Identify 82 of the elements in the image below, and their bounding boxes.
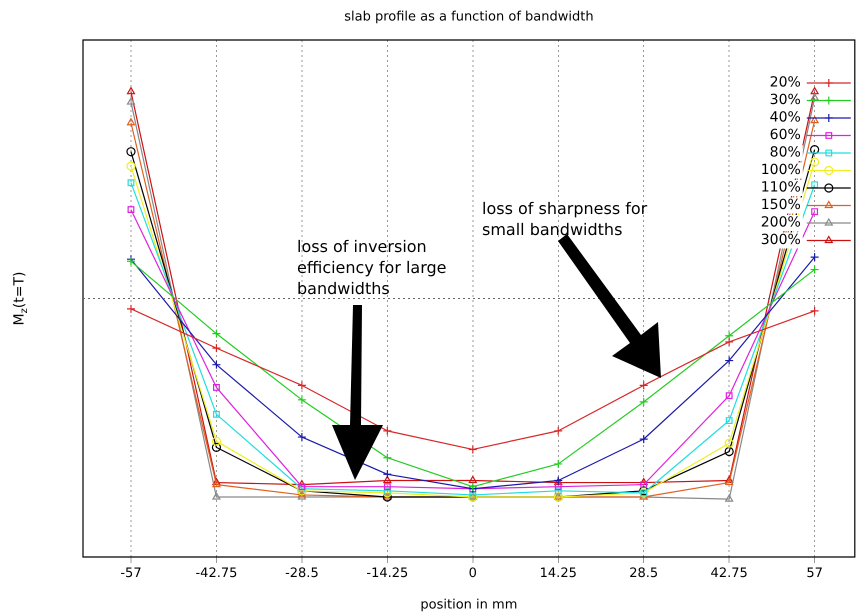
point	[212, 442, 222, 452]
point	[639, 397, 648, 406]
point	[726, 392, 733, 400]
point	[554, 459, 563, 469]
point	[384, 487, 391, 494]
point	[554, 487, 562, 494]
x-tick-label: -42.75	[195, 566, 238, 582]
legend-label: 100%	[760, 162, 801, 178]
annotation: loss of inversion efficiency for large bandwidths	[297, 237, 447, 298]
x-tick-label: 14.25	[540, 566, 577, 582]
point	[810, 157, 820, 167]
x-tick-label: 57	[806, 566, 823, 582]
point	[811, 181, 818, 188]
point	[724, 438, 734, 448]
point	[724, 331, 734, 340]
point	[212, 329, 222, 338]
point	[212, 344, 222, 353]
legend-label: 300%	[760, 232, 801, 248]
point	[128, 206, 134, 214]
x-tick-label: 42.75	[710, 566, 748, 582]
point	[212, 492, 220, 500]
point	[126, 304, 136, 314]
point	[554, 483, 562, 490]
legend-label: 80%	[770, 144, 801, 161]
point	[810, 93, 819, 101]
point	[297, 432, 306, 442]
point	[212, 480, 220, 488]
annotation: loss of sharpness for small bandwidths	[482, 199, 648, 239]
x-tick-label: -57	[120, 566, 142, 582]
point	[126, 162, 136, 171]
point	[640, 481, 648, 488]
point	[468, 444, 478, 454]
legend-label: 30%	[770, 92, 801, 108]
point	[298, 492, 306, 500]
point	[126, 147, 136, 156]
point	[640, 478, 648, 486]
point	[639, 434, 648, 444]
point	[810, 145, 820, 154]
point	[297, 380, 306, 390]
point	[639, 380, 648, 390]
point	[213, 384, 220, 391]
point	[726, 417, 733, 424]
point	[725, 494, 734, 502]
point	[126, 118, 136, 126]
chart-title: slab profile as a function of bandwidth	[344, 9, 594, 24]
point	[212, 436, 222, 446]
point	[725, 478, 734, 486]
point	[811, 208, 818, 216]
x-tick-label: -14.25	[366, 566, 408, 582]
point	[724, 446, 734, 456]
point	[810, 87, 819, 94]
point	[382, 470, 392, 479]
point	[382, 453, 392, 462]
point	[297, 395, 306, 404]
point	[724, 337, 734, 347]
point	[810, 116, 819, 124]
x-tick-label: 28.5	[629, 566, 658, 582]
x-tick-label: -28.5	[285, 566, 319, 582]
legend-label: 60%	[770, 127, 801, 144]
point	[126, 97, 136, 105]
point	[810, 252, 820, 262]
point	[382, 426, 392, 436]
point	[554, 426, 563, 436]
legend-label: 150%	[760, 197, 801, 214]
y-axis-title: Mz(t=T)	[12, 272, 30, 326]
point	[128, 179, 134, 186]
legend-label: 200%	[760, 214, 801, 231]
legend-label: 40%	[770, 110, 801, 126]
point	[810, 306, 820, 316]
point	[810, 264, 820, 274]
point	[126, 87, 136, 94]
point	[383, 476, 392, 484]
point	[212, 360, 222, 370]
x-axis-title: position in mm	[420, 598, 518, 613]
x-tick-label: 0	[468, 566, 477, 582]
point	[382, 488, 392, 498]
legend-label: 20%	[770, 74, 801, 91]
point	[468, 476, 477, 484]
legend-label: 110%	[760, 180, 801, 196]
point	[724, 356, 734, 366]
point	[384, 483, 391, 490]
point	[213, 410, 220, 418]
